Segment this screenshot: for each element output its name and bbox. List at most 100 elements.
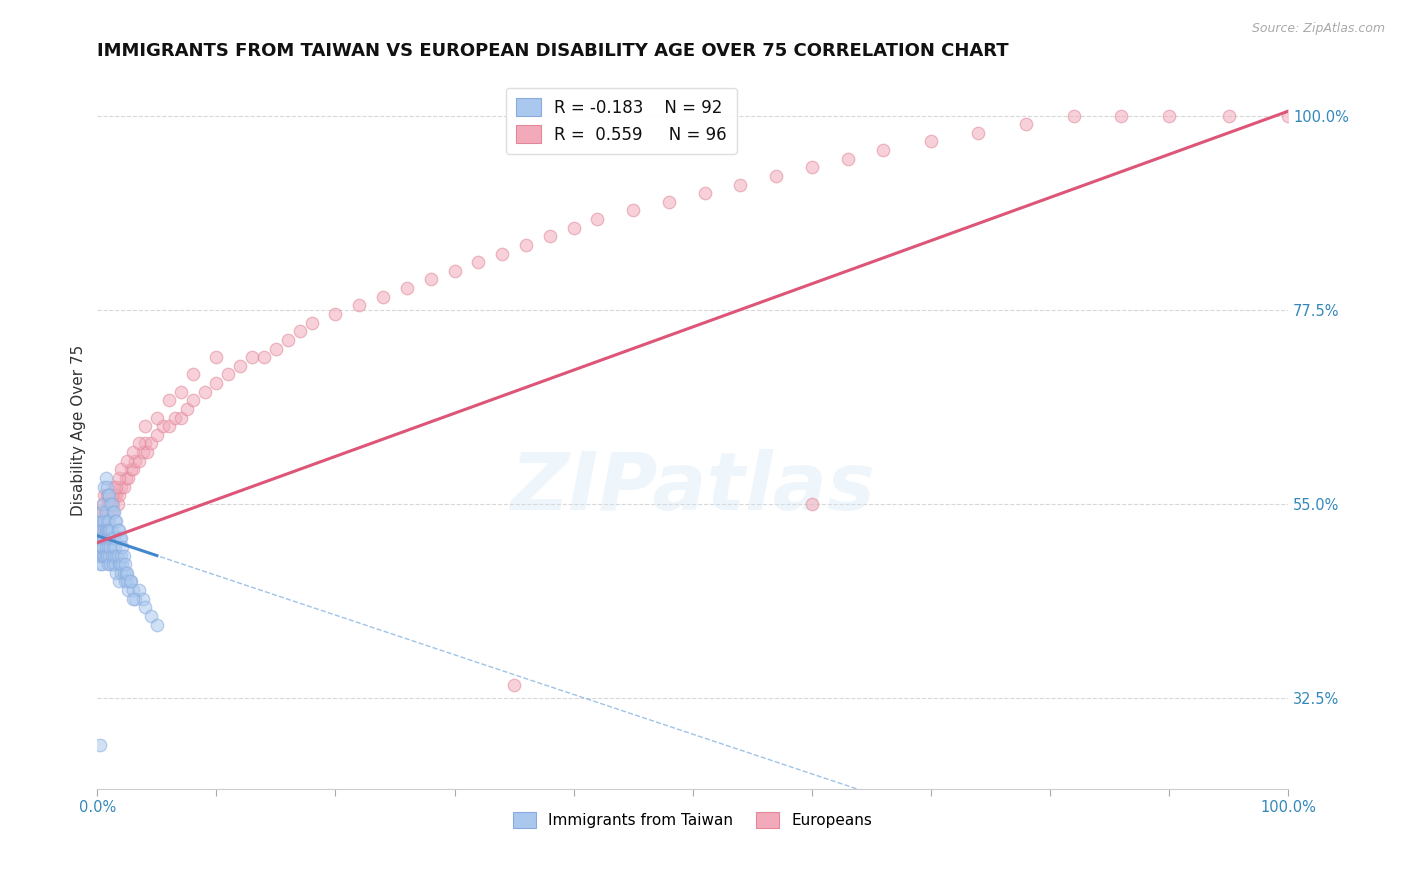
Point bbox=[117, 471, 139, 485]
Point bbox=[107, 471, 129, 485]
Point bbox=[93, 514, 115, 528]
Point bbox=[97, 514, 120, 528]
Point bbox=[122, 445, 145, 459]
Point bbox=[97, 488, 120, 502]
Point bbox=[131, 445, 153, 459]
Point bbox=[91, 523, 114, 537]
Point bbox=[131, 591, 153, 606]
Point bbox=[253, 350, 276, 364]
Point bbox=[118, 574, 141, 589]
Point bbox=[89, 523, 111, 537]
Point bbox=[93, 549, 115, 563]
Point bbox=[90, 514, 112, 528]
Point bbox=[111, 558, 134, 572]
Point bbox=[503, 678, 526, 692]
Point bbox=[91, 523, 114, 537]
Point bbox=[110, 566, 132, 580]
Point bbox=[101, 540, 124, 554]
Point bbox=[115, 453, 138, 467]
Point bbox=[301, 316, 323, 330]
Point bbox=[110, 462, 132, 476]
Point bbox=[443, 264, 465, 278]
Point bbox=[122, 583, 145, 598]
Point bbox=[100, 558, 122, 572]
Point bbox=[730, 178, 752, 192]
Point bbox=[277, 333, 299, 347]
Point bbox=[90, 505, 112, 519]
Point bbox=[94, 505, 117, 519]
Point bbox=[146, 410, 169, 425]
Point bbox=[87, 532, 110, 546]
Point bbox=[112, 566, 135, 580]
Point bbox=[100, 497, 122, 511]
Point bbox=[96, 514, 118, 528]
Point bbox=[1063, 109, 1085, 123]
Point bbox=[98, 514, 121, 528]
Point bbox=[103, 505, 125, 519]
Point bbox=[110, 479, 132, 493]
Point bbox=[96, 479, 118, 493]
Text: Source: ZipAtlas.com: Source: ZipAtlas.com bbox=[1251, 22, 1385, 36]
Point bbox=[115, 566, 138, 580]
Point bbox=[515, 238, 537, 252]
Point bbox=[101, 497, 124, 511]
Point bbox=[124, 591, 146, 606]
Point bbox=[101, 558, 124, 572]
Point bbox=[105, 566, 128, 580]
Point bbox=[101, 505, 124, 519]
Point bbox=[146, 617, 169, 632]
Point bbox=[114, 558, 136, 572]
Point bbox=[89, 558, 111, 572]
Point bbox=[104, 514, 127, 528]
Point bbox=[87, 549, 110, 563]
Point bbox=[103, 479, 125, 493]
Point bbox=[146, 427, 169, 442]
Point bbox=[872, 143, 894, 157]
Point bbox=[1277, 109, 1299, 123]
Point bbox=[94, 505, 117, 519]
Point bbox=[395, 281, 418, 295]
Point bbox=[93, 532, 115, 546]
Point bbox=[100, 549, 122, 563]
Point bbox=[105, 479, 128, 493]
Point bbox=[419, 272, 441, 286]
Point bbox=[98, 488, 121, 502]
Point bbox=[110, 532, 132, 546]
Point bbox=[108, 558, 131, 572]
Point bbox=[205, 350, 228, 364]
Point bbox=[104, 558, 127, 572]
Point bbox=[157, 419, 180, 434]
Point bbox=[134, 600, 156, 615]
Point bbox=[108, 532, 131, 546]
Point bbox=[89, 532, 111, 546]
Point bbox=[240, 350, 263, 364]
Point bbox=[115, 574, 138, 589]
Point bbox=[96, 488, 118, 502]
Point bbox=[170, 384, 193, 399]
Point bbox=[136, 445, 159, 459]
Point bbox=[105, 488, 128, 502]
Point bbox=[120, 574, 142, 589]
Point bbox=[264, 342, 287, 356]
Point bbox=[1015, 117, 1038, 131]
Point bbox=[114, 574, 136, 589]
Point bbox=[562, 220, 585, 235]
Point bbox=[467, 255, 489, 269]
Point bbox=[157, 393, 180, 408]
Point bbox=[89, 540, 111, 554]
Point bbox=[176, 401, 198, 416]
Point bbox=[91, 540, 114, 554]
Point bbox=[104, 488, 127, 502]
Point bbox=[538, 229, 561, 244]
Point bbox=[93, 488, 115, 502]
Point bbox=[94, 549, 117, 563]
Point bbox=[91, 532, 114, 546]
Point bbox=[1157, 109, 1180, 123]
Point bbox=[90, 549, 112, 563]
Point bbox=[112, 549, 135, 563]
Text: ZIPatlas: ZIPatlas bbox=[510, 449, 875, 527]
Point bbox=[1111, 109, 1133, 123]
Point bbox=[229, 359, 252, 373]
Point bbox=[107, 497, 129, 511]
Point bbox=[91, 505, 114, 519]
